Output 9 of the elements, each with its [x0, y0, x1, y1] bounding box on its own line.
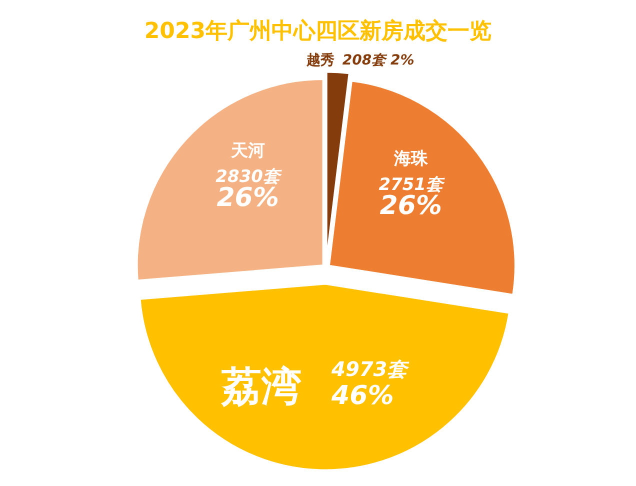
- data-label: 2751套 26%: [378, 174, 446, 221]
- slice-label: 天河: [230, 140, 265, 161]
- chart-title: 2023年广州中心四区新房成交一览: [144, 18, 492, 44]
- data-label: 208套 2%: [342, 52, 414, 68]
- data-label: 4973套 46%: [330, 357, 410, 412]
- data-label: 2830套 26%: [216, 166, 282, 213]
- slice-label: 海珠: [392, 148, 429, 169]
- slice-label: 越秀: [305, 51, 334, 68]
- slice-label: 荔湾: [220, 364, 302, 410]
